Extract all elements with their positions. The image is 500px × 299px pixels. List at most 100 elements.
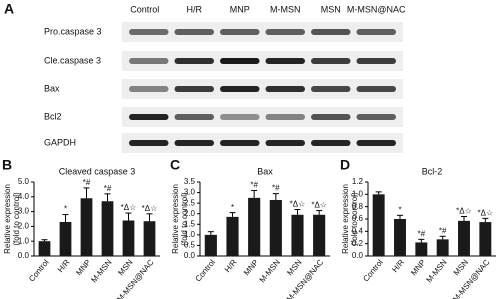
y-tick-label: 0.0 <box>184 251 196 260</box>
annotation: *Δ☆ <box>142 204 158 213</box>
x-tick-label: MSN <box>285 258 303 278</box>
blot-band <box>311 114 351 120</box>
blot-background <box>122 79 403 99</box>
blot-band <box>356 86 396 92</box>
blot-band <box>129 29 169 35</box>
y-axis-label: (fold to control) <box>350 192 359 246</box>
annotation: * <box>398 205 401 214</box>
row-label: Bax <box>44 83 60 93</box>
row-label: GAPDH <box>44 137 76 147</box>
chart-title: Bax <box>257 166 273 176</box>
x-tick-label: M-MSN <box>89 258 113 285</box>
bar <box>122 220 135 256</box>
lane-label: Control <box>130 4 159 14</box>
blot-band <box>129 140 169 146</box>
y-tick-label: 2.0 <box>184 209 196 218</box>
blot-band <box>265 140 305 146</box>
y-tick-label: 2.5 <box>184 198 196 207</box>
blot-band <box>220 140 260 146</box>
blot-background <box>122 22 403 42</box>
y-axis-label: (fold to control) <box>180 192 189 246</box>
blot-band <box>129 86 169 92</box>
bar <box>313 214 326 256</box>
row-label: Cle.caspase 3 <box>44 55 101 65</box>
y-tick-label: 0.4 <box>352 226 364 235</box>
y-tick-label: 1.0 <box>352 189 364 198</box>
y-tick-label: 0.8 <box>352 202 364 211</box>
panel-label: D <box>340 157 350 173</box>
blot-band <box>174 140 214 146</box>
y-tick-label: 3.0 <box>184 188 196 197</box>
blot-band <box>129 58 169 64</box>
x-tick-label: H/R <box>56 258 72 275</box>
x-tick-label: Control <box>27 258 51 284</box>
lane-label: MNP <box>230 4 250 14</box>
annotation: *# <box>439 226 447 235</box>
blot-band <box>311 58 351 64</box>
y-tick-label: 0.0 <box>352 251 364 260</box>
blot-background <box>122 51 403 71</box>
x-tick-label: Control <box>194 258 218 284</box>
blot-band <box>265 58 305 64</box>
blot-background <box>122 107 403 127</box>
blot-band <box>265 29 305 35</box>
x-tick-label: M-MSN <box>424 258 448 285</box>
y-tick-label: 0.2 <box>352 239 364 248</box>
x-tick-label: MNP <box>409 258 427 277</box>
blot-band <box>220 114 260 120</box>
x-tick-label: MNP <box>74 258 92 277</box>
panel-label: B <box>2 157 12 173</box>
bar <box>101 201 114 256</box>
blot-band <box>220 58 260 64</box>
y-axis-label: Relative expression <box>341 184 350 254</box>
blot-band <box>311 140 351 146</box>
bar <box>458 220 470 256</box>
bar <box>59 221 72 256</box>
blot-band <box>311 86 351 92</box>
annotation: * <box>64 205 67 214</box>
bar <box>143 221 156 256</box>
annotation: * <box>231 203 234 212</box>
y-tick-label: 5.0 <box>18 177 30 186</box>
y-tick-label: 1.2 <box>352 177 364 186</box>
blot-band <box>174 29 214 35</box>
annotation: *Δ☆ <box>290 200 306 209</box>
bar <box>394 219 406 256</box>
panel-label: A <box>4 1 14 17</box>
bar <box>269 199 282 256</box>
y-tick-label: 0.5 <box>184 241 196 250</box>
annotation: *Δ☆ <box>311 201 327 210</box>
y-tick-label: 1.0 <box>18 236 30 245</box>
blot-band <box>174 114 214 120</box>
blot-band <box>356 29 396 35</box>
annotation: *Δ☆ <box>478 208 494 217</box>
y-axis-label: (fold to control) <box>12 192 21 246</box>
lane-label: M-MSN <box>270 4 301 14</box>
bar <box>479 222 492 256</box>
y-tick-label: 3.0 <box>18 207 30 216</box>
y-tick-label: 0.6 <box>352 214 364 223</box>
y-tick-label: 3.5 <box>184 177 196 186</box>
y-tick-label: 2.0 <box>18 222 30 231</box>
y-axis-label: Relative expression <box>3 184 12 254</box>
y-tick-label: 1.0 <box>184 230 196 239</box>
blot-band <box>356 58 396 64</box>
lane-label: M-MSN@NAC <box>347 4 406 14</box>
y-tick-label: 4.0 <box>18 192 30 201</box>
bar <box>226 216 239 256</box>
x-tick-label: MSN <box>452 258 470 278</box>
bar <box>415 242 428 256</box>
blot-background <box>122 133 403 153</box>
annotation: *# <box>272 184 280 193</box>
annotation: *# <box>250 181 258 190</box>
x-tick-label: Control <box>361 258 385 284</box>
x-tick-label: H/R <box>390 258 406 275</box>
y-tick-label: 0.0 <box>18 251 30 260</box>
blot-band <box>174 58 214 64</box>
x-tick-label: MNP <box>242 258 260 277</box>
blot-band <box>311 29 351 35</box>
bar <box>436 239 449 256</box>
bar <box>248 197 261 256</box>
annotation: *Δ☆ <box>121 203 137 212</box>
